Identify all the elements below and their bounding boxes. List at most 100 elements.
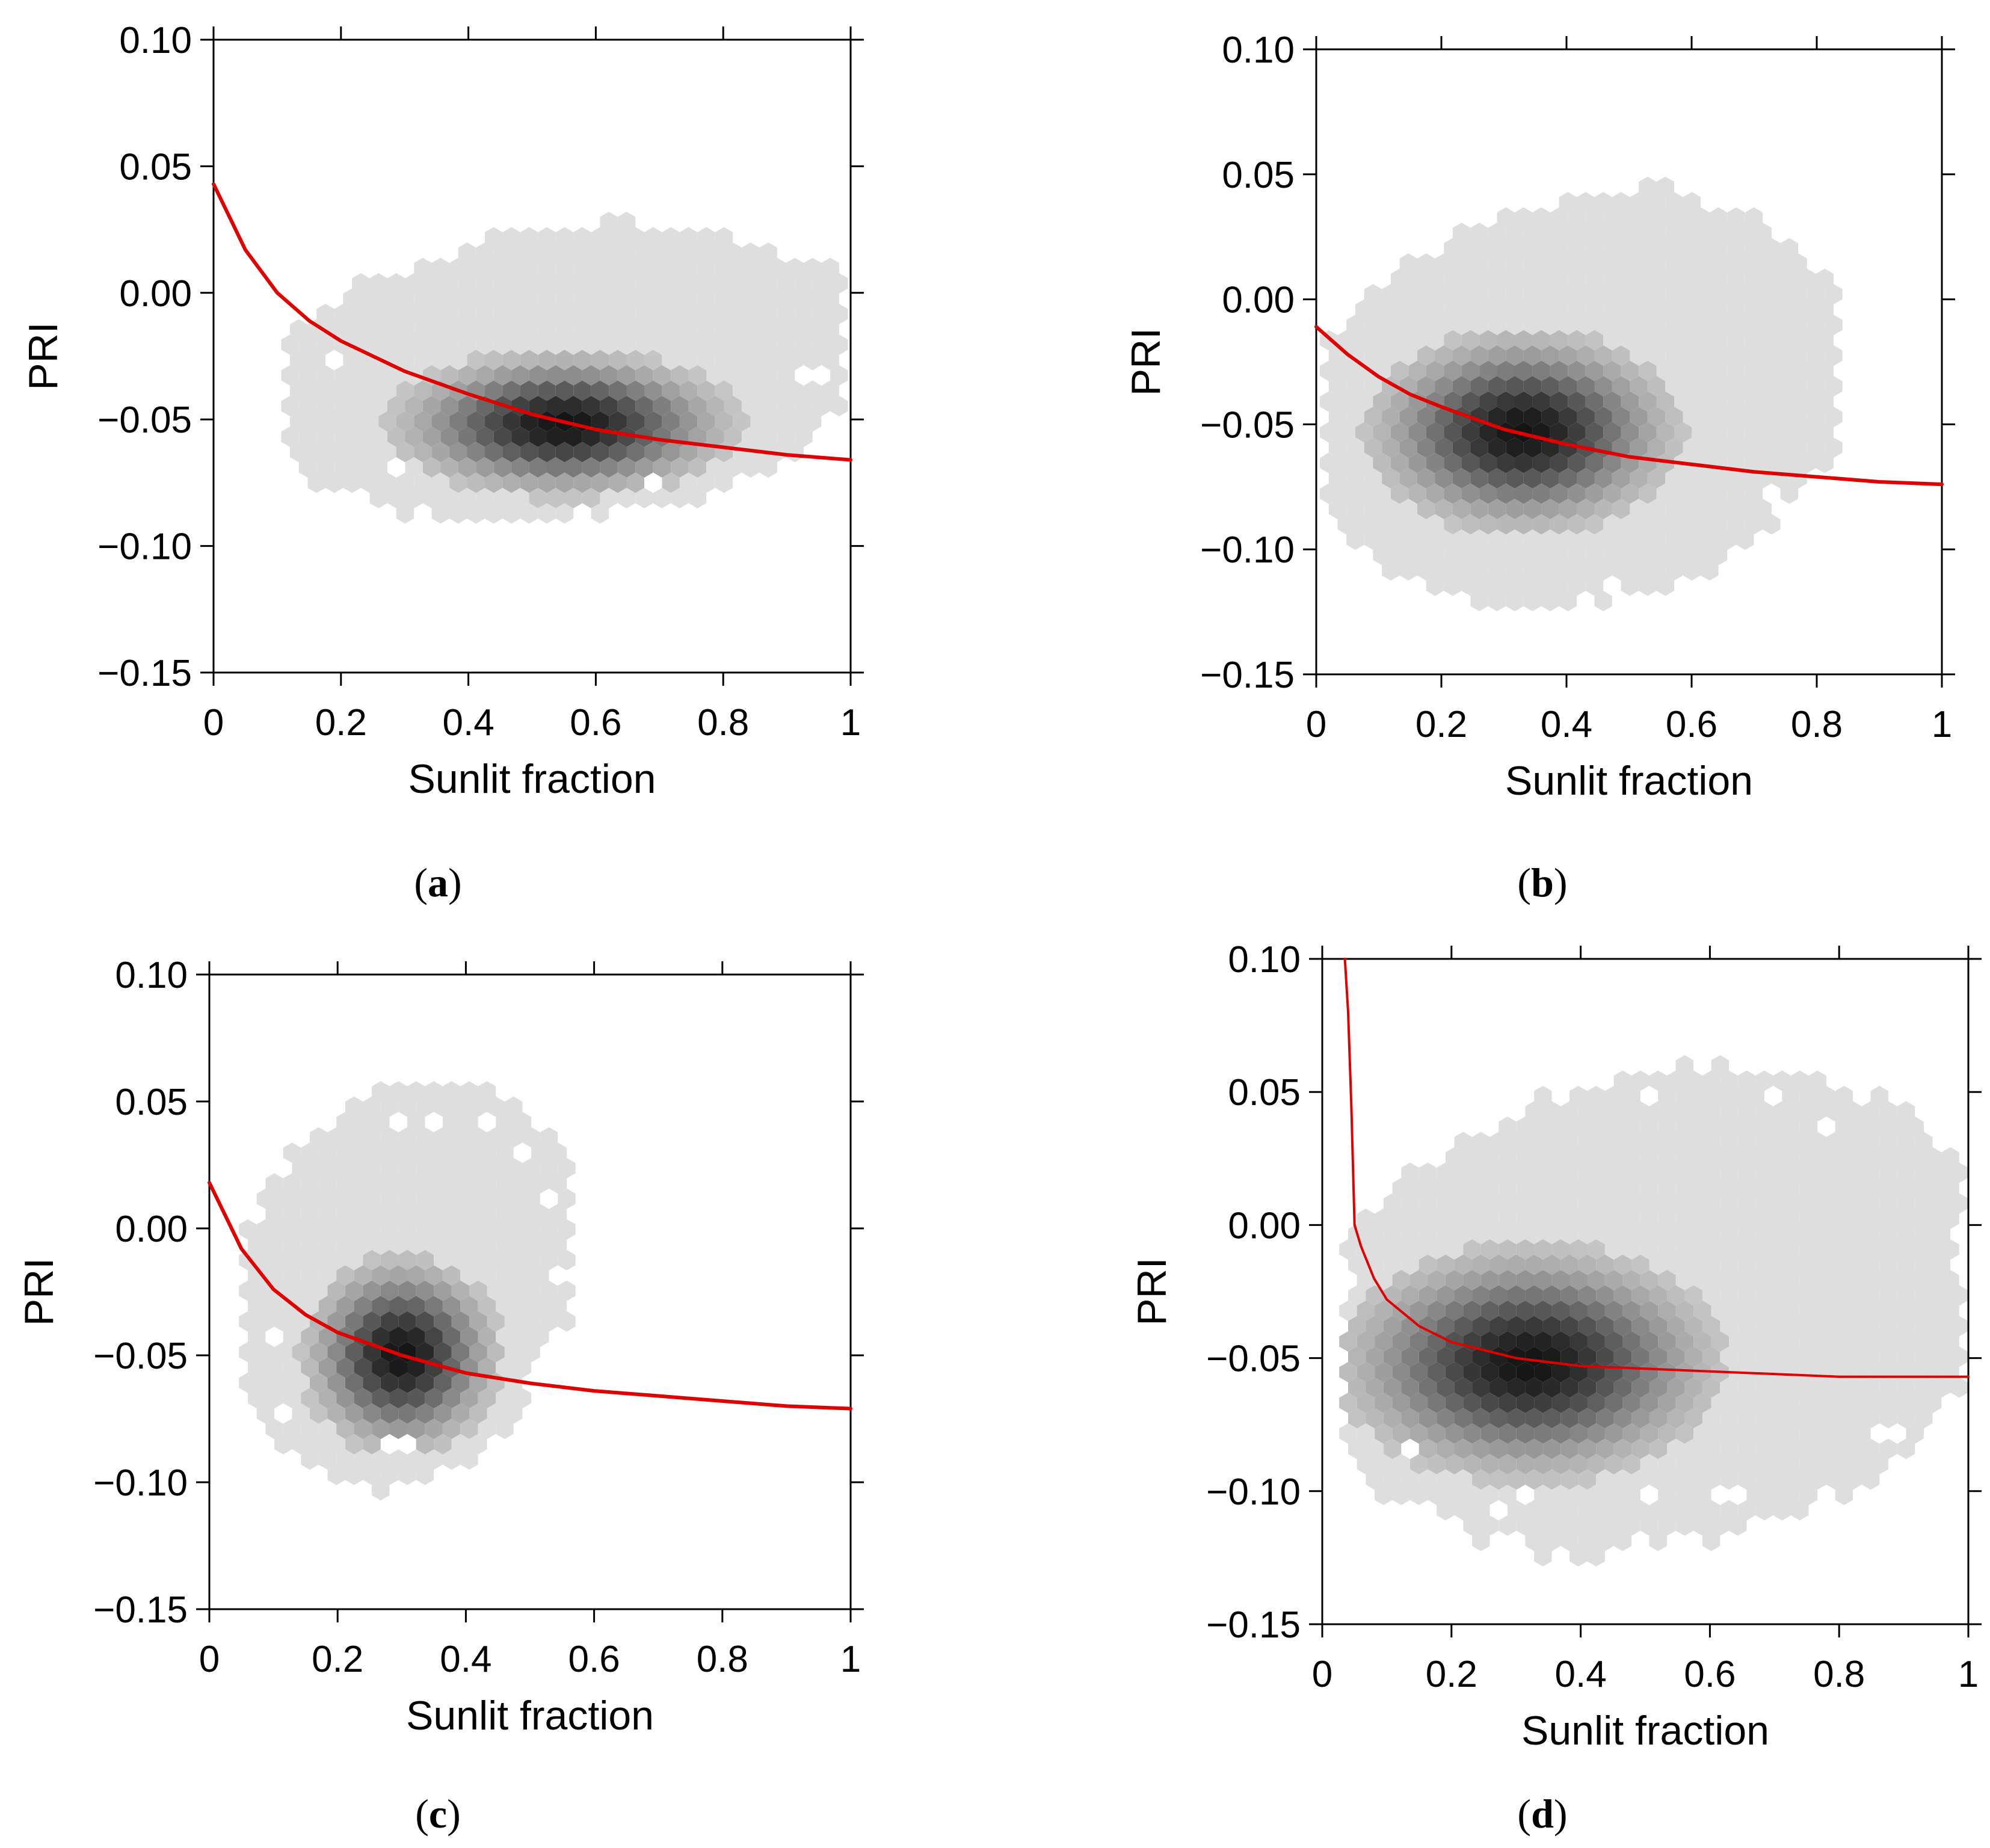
hex-bin — [1508, 1285, 1526, 1306]
hex-bin — [1479, 575, 1497, 596]
hex-bin — [434, 1280, 452, 1301]
hex-bin — [1736, 499, 1754, 520]
hex-bin — [1718, 407, 1736, 428]
hex-bin — [1764, 1301, 1782, 1321]
hex-bin — [1525, 1132, 1543, 1153]
hex-bin — [688, 334, 706, 355]
hex-bin — [352, 427, 370, 447]
hex-bin — [671, 304, 689, 324]
hex-bin — [1613, 1132, 1632, 1153]
hex-bin — [407, 1234, 425, 1255]
hex-bin — [1612, 223, 1630, 244]
hex-bin — [1729, 1331, 1747, 1352]
hex-bin — [1879, 1162, 1897, 1183]
hex-bin — [1428, 1301, 1446, 1321]
hex-bin — [1560, 1377, 1579, 1398]
hex-bin — [1523, 345, 1542, 366]
hex-bin — [786, 257, 804, 279]
hex-bin — [343, 442, 361, 463]
hex-bin — [1357, 1393, 1375, 1413]
hex-bin — [1390, 514, 1409, 535]
hex-bin — [336, 1112, 354, 1133]
hex-bin — [467, 288, 485, 309]
hex-bin — [1773, 1224, 1791, 1245]
hex-bin — [1692, 330, 1710, 351]
hex-bin — [316, 334, 334, 355]
hex-bin — [416, 1188, 434, 1209]
hex-bin — [1754, 223, 1772, 244]
hex-bin — [336, 1234, 354, 1255]
hex-bin — [478, 1388, 496, 1409]
hex-bin — [1373, 514, 1391, 535]
hex-bin — [1720, 1316, 1738, 1337]
hex-bin — [564, 273, 582, 294]
hex-bin — [626, 350, 644, 371]
hex-bin — [1791, 1132, 1809, 1153]
hex-bin — [345, 1403, 363, 1424]
hex-bin — [1702, 1132, 1720, 1153]
hex-bin — [1454, 1162, 1473, 1183]
hex-bin — [1631, 1162, 1650, 1183]
hex-bin — [496, 1112, 514, 1133]
hex-bin — [378, 380, 396, 401]
hex-bin — [354, 1357, 372, 1378]
hex-bin — [635, 334, 653, 355]
hex-bin — [1463, 1393, 1481, 1413]
hex-bin — [1817, 1209, 1835, 1229]
hex-bin — [352, 273, 370, 294]
hex-bin — [1613, 1224, 1632, 1245]
hex-bin — [1408, 514, 1426, 535]
hex-bin — [327, 1127, 345, 1148]
hex-bin — [1542, 1316, 1561, 1337]
hex-bin — [256, 1403, 275, 1424]
hex-bin — [1639, 422, 1657, 443]
x-axis-title: Sunlit fraction — [1505, 758, 1753, 804]
hex-bin — [1479, 544, 1497, 565]
hex-bin — [1339, 1301, 1357, 1321]
hex-bin — [564, 427, 582, 447]
hex-bin — [1674, 360, 1692, 381]
hex-bin — [1701, 223, 1719, 244]
hex-bin — [555, 442, 574, 463]
caption-letter: a — [428, 860, 448, 905]
hex-bin — [290, 319, 308, 340]
hex-bin — [1437, 1224, 1455, 1245]
hex-bin — [1746, 1454, 1764, 1474]
hex-bin — [1399, 499, 1417, 520]
hex-bin — [1736, 345, 1754, 366]
hex-bin — [662, 227, 680, 248]
hex-bin — [1551, 1116, 1570, 1137]
hex-bin — [513, 1112, 532, 1133]
hex-bin — [414, 472, 432, 493]
hex-bin — [407, 1112, 425, 1133]
hex-bin — [1373, 391, 1391, 412]
hex-bin — [777, 334, 795, 355]
hex-bin — [380, 1219, 399, 1240]
hex-bin — [1675, 1270, 1694, 1290]
hex-bin — [1337, 422, 1355, 443]
hex-bin — [1923, 1270, 1942, 1290]
hex-bin — [1693, 1393, 1711, 1413]
hex-bin — [1754, 315, 1772, 336]
hex-bin — [1799, 1393, 1818, 1413]
hex-bin — [345, 1341, 363, 1363]
hex-bin — [1348, 1316, 1366, 1337]
hex-bin — [1665, 223, 1683, 244]
hex-bin — [1603, 299, 1621, 320]
hex-bin — [1816, 360, 1834, 381]
hex-bin — [1853, 1270, 1871, 1290]
hex-bin — [1390, 483, 1409, 504]
hex-bin — [1701, 253, 1719, 274]
hex-bin — [1534, 1178, 1552, 1198]
hex-bin — [1915, 1346, 1933, 1367]
hex-bin — [1408, 483, 1426, 504]
hex-bin — [487, 1341, 505, 1363]
hex-bin — [1789, 437, 1807, 458]
hex-bin — [1435, 376, 1453, 397]
caption-open: ( — [414, 860, 428, 905]
hex-bin — [1419, 1408, 1437, 1429]
hex-bin — [1435, 529, 1453, 550]
hex-bin — [407, 1142, 425, 1163]
hex-bin — [283, 1265, 301, 1286]
hex-bin — [449, 350, 467, 371]
